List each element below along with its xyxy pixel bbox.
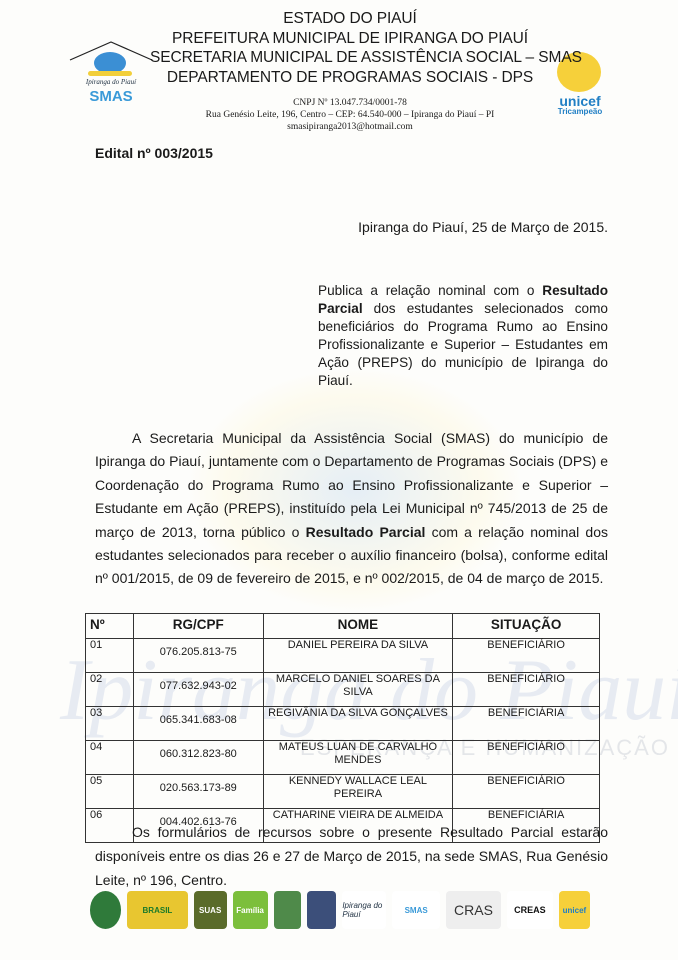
- status: BENEFICIÁRIA: [452, 706, 600, 741]
- rg-cpf: 060.312.823-80: [132, 740, 264, 775]
- status: BENEFICIÁRIA: [452, 808, 600, 843]
- header-line: PREFEITURA MUNICIPAL DE IPIRANGA DO PIAU…: [172, 29, 528, 47]
- table-row: 06 004.402.613-76 CATHARINE VIEIRA DE ALME…: [85, 808, 600, 843]
- abstract: Publica a relação nominal com o Resultad…: [318, 283, 608, 388]
- edital-number: Edital nº 003/2015: [95, 145, 213, 161]
- ipiranga-logo: Ipiranga do Piauí: [342, 891, 387, 929]
- rg-cpf: 076.205.813-75: [132, 638, 264, 673]
- row-number: 03: [85, 706, 134, 741]
- creas-logo: CREAS: [507, 891, 553, 929]
- status: BENEFICIÁRIO: [452, 672, 600, 707]
- table-row: 02 077.632.943-02 MARCELO DANIEL SOARES DA…: [85, 672, 600, 707]
- status: BENEFICIÁRIO: [452, 740, 600, 775]
- municipal-crest-logo: [307, 891, 337, 929]
- row-number: 04: [85, 740, 134, 775]
- name: CATHARINE VIEIRA DE ALMEIDA: [262, 808, 454, 843]
- status: BENEFICIÁRIO: [452, 638, 600, 673]
- header-line: DEPARTAMENTO DE PROGRAMAS SOCIAIS - DPS: [166, 68, 534, 86]
- table-row: 03 065.341.683-08 REGIVÂNIA DA SILVA GONÇA…: [85, 706, 600, 741]
- state-crest-logo: [273, 891, 301, 929]
- suas-logo: SUAS: [193, 891, 227, 929]
- name: REGIVÂNIA DA SILVA GONÇALVES: [262, 706, 454, 741]
- row-number: 05: [85, 774, 134, 809]
- table-header: Nº RG/CPF NOME SITUAÇÃO: [85, 613, 600, 639]
- smas-logo: Ipiranga do Piauí SMAS: [68, 38, 154, 118]
- footer-logos: BRASIL SUAS Família Ipiranga do Piauí SM…: [90, 888, 590, 932]
- rg-cpf: 077.632.943-02: [132, 672, 264, 707]
- header-line: SECRETARIA MUNICIPAL DE ASSISTÊNCIA SOCI…: [150, 49, 582, 66]
- status: BENEFICIÁRIO: [452, 774, 600, 809]
- address: Rua Genésio Leite, 196, Centro – CEP: 64…: [205, 110, 495, 120]
- name: MARCELO DANIEL SOARES DA SILVA: [262, 672, 454, 707]
- name: MATEUS LUAN DE CARVALHO MENDES: [262, 740, 454, 775]
- name: KENNEDY WALLACE LEAL PEREIRA: [262, 774, 454, 809]
- letterhead-title: ESTADO DO PIAUÍ PREFEITURA MUNICIPAL DE …: [150, 9, 582, 87]
- cras-logo: CRAS: [446, 891, 501, 929]
- rg-cpf: 004.402.613-76: [132, 808, 264, 843]
- unicef-footer-logo: unicef: [558, 891, 590, 929]
- brazil-coat-of-arms-logo: [90, 891, 122, 929]
- row-number: 01: [85, 638, 134, 673]
- rg-cpf: 020.563.173-89: [132, 774, 264, 809]
- body-paragraph: A Secretaria Municipal da Assistência So…: [95, 430, 609, 587]
- table-row: 04 060.312.823-80 MATEUS LUAN DE CARVALHO …: [85, 740, 600, 775]
- document-date: Ipiranga do Piauí, 25 de Março de 2015.: [358, 219, 608, 235]
- table-row: 01 076.205.813-75 DANIEL PEREIRA DA SILVA B…: [85, 638, 600, 673]
- familia-logo: Família: [232, 891, 268, 929]
- rg-cpf: 065.341.683-08: [132, 706, 264, 741]
- row-number: 06: [85, 808, 134, 843]
- email: smasipiranga2013@hotmail.com: [287, 122, 413, 132]
- unicef-logo: unicef Tricampeão: [545, 42, 615, 118]
- header-line: ESTADO DO PIAUÍ: [283, 10, 417, 27]
- letterhead-details: CNPJ Nº 13.047.734/0001-78 Rua Genésio L…: [150, 97, 550, 133]
- table-row: 05 020.563.173-89 KENNEDY WALLACE LEAL PER…: [85, 774, 600, 809]
- closing-paragraph: Os formulários de recursos sobre o prese…: [95, 824, 608, 888]
- brasil-logo: BRASIL: [127, 891, 188, 929]
- cnpj: CNPJ Nº 13.047.734/0001-78: [293, 98, 407, 108]
- smas-footer-logo: SMAS: [392, 891, 440, 929]
- row-number: 02: [85, 672, 134, 707]
- watermark-emblem: [190, 370, 520, 610]
- name: DANIEL PEREIRA DA SILVA: [262, 638, 454, 673]
- results-table: Nº RG/CPF NOME SITUAÇÃO 01 076.205.813-75…: [85, 613, 600, 843]
